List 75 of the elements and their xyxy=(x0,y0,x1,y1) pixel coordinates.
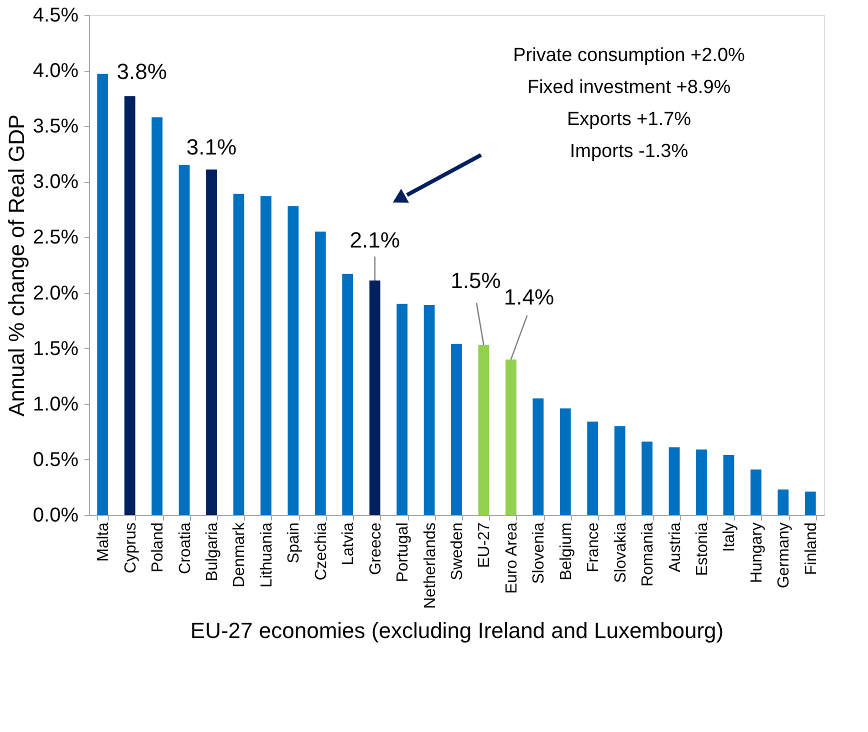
bar xyxy=(396,304,408,515)
x-tick-label: Austria xyxy=(666,522,684,572)
data-label: 1.4% xyxy=(504,284,554,310)
data-label: 3.8% xyxy=(116,59,167,84)
y-tick-label: 4.0% xyxy=(32,60,79,82)
bar xyxy=(314,232,326,515)
bar xyxy=(124,96,136,515)
x-tick-label: Slovenia xyxy=(530,522,548,584)
bar xyxy=(369,280,380,515)
y-axis-title: Annual % change of Real GDP xyxy=(4,114,29,417)
bar xyxy=(206,169,217,515)
bar xyxy=(642,442,652,515)
bar xyxy=(506,359,516,515)
bar xyxy=(424,305,435,515)
x-tick-label: Malta xyxy=(95,522,112,562)
x-tick-label: Croatia xyxy=(176,522,194,574)
annotation: Imports -1.3% xyxy=(570,141,688,162)
annotation: Exports +1.7% xyxy=(566,109,692,130)
x-tick-label: Denmark xyxy=(231,522,248,588)
bar xyxy=(478,345,490,515)
bar xyxy=(342,274,354,515)
x-tick-label: Greece xyxy=(367,522,384,575)
bar xyxy=(614,426,626,515)
bar xyxy=(451,344,462,515)
data-label: 2.1% xyxy=(350,228,400,253)
bar xyxy=(260,196,272,515)
x-axis-title: EU-27 economies (excluding Ireland and Luxembourg) xyxy=(190,618,724,643)
bar xyxy=(696,449,707,515)
bar xyxy=(778,489,789,515)
bar xyxy=(532,398,544,515)
x-tick-label: EU-27 xyxy=(476,522,494,568)
x-tick-label: Italy xyxy=(721,522,738,552)
x-tick-label: Poland xyxy=(150,522,167,572)
x-tick-label: Hungary xyxy=(748,522,766,583)
annotation: Fixed investment +8.9% xyxy=(527,77,731,98)
x-tick-label: Estonia xyxy=(694,522,711,576)
x-tick-label: Latvia xyxy=(340,522,358,566)
x-tick-label: Lithuania xyxy=(258,522,276,588)
bar xyxy=(587,422,598,515)
bar xyxy=(804,492,816,515)
bar xyxy=(668,447,680,515)
y-tick-label: 0.0% xyxy=(32,504,79,526)
x-tick-label: Bulgaria xyxy=(204,522,221,582)
x-tick-label: Netherlands xyxy=(422,522,439,609)
bar xyxy=(152,117,162,515)
bar xyxy=(723,455,734,515)
y-tick-label: 4.5% xyxy=(32,4,79,26)
x-tick-label: Slovakia xyxy=(612,522,630,583)
bar xyxy=(288,206,299,515)
bar xyxy=(233,194,244,515)
x-tick-label: Sweden xyxy=(449,522,466,580)
y-tick-label: 1.0% xyxy=(32,393,79,416)
x-tick-label: Germany xyxy=(776,522,793,588)
data-label: 3.1% xyxy=(186,134,237,160)
x-tick-label: Portugal xyxy=(394,522,412,582)
bar xyxy=(97,74,108,515)
y-tick-label: 0.5% xyxy=(32,448,79,471)
x-tick-label: France xyxy=(585,522,602,572)
annotation: Private consumption +2.0% xyxy=(513,45,746,66)
y-tick-label: 1.5% xyxy=(32,338,79,360)
bar xyxy=(560,408,571,515)
x-tick-label: Spain xyxy=(286,522,303,564)
x-tick-label: Euro Area xyxy=(503,522,520,594)
data-label: 1.5% xyxy=(450,268,501,293)
y-tick-label: 2.0% xyxy=(32,282,79,304)
x-tick-label: Romania xyxy=(640,522,657,587)
x-tick-label: Belgium xyxy=(558,522,575,580)
y-tick-label: 3.5% xyxy=(32,116,79,138)
bar xyxy=(178,165,190,515)
y-tick-label: 2.5% xyxy=(32,226,79,249)
x-tick-label: Czechia xyxy=(312,522,330,580)
x-tick-label: Cyprus xyxy=(122,522,140,574)
bar xyxy=(750,469,762,515)
y-tick-label: 3.0% xyxy=(32,171,79,194)
x-tick-label: Finland xyxy=(802,522,820,575)
